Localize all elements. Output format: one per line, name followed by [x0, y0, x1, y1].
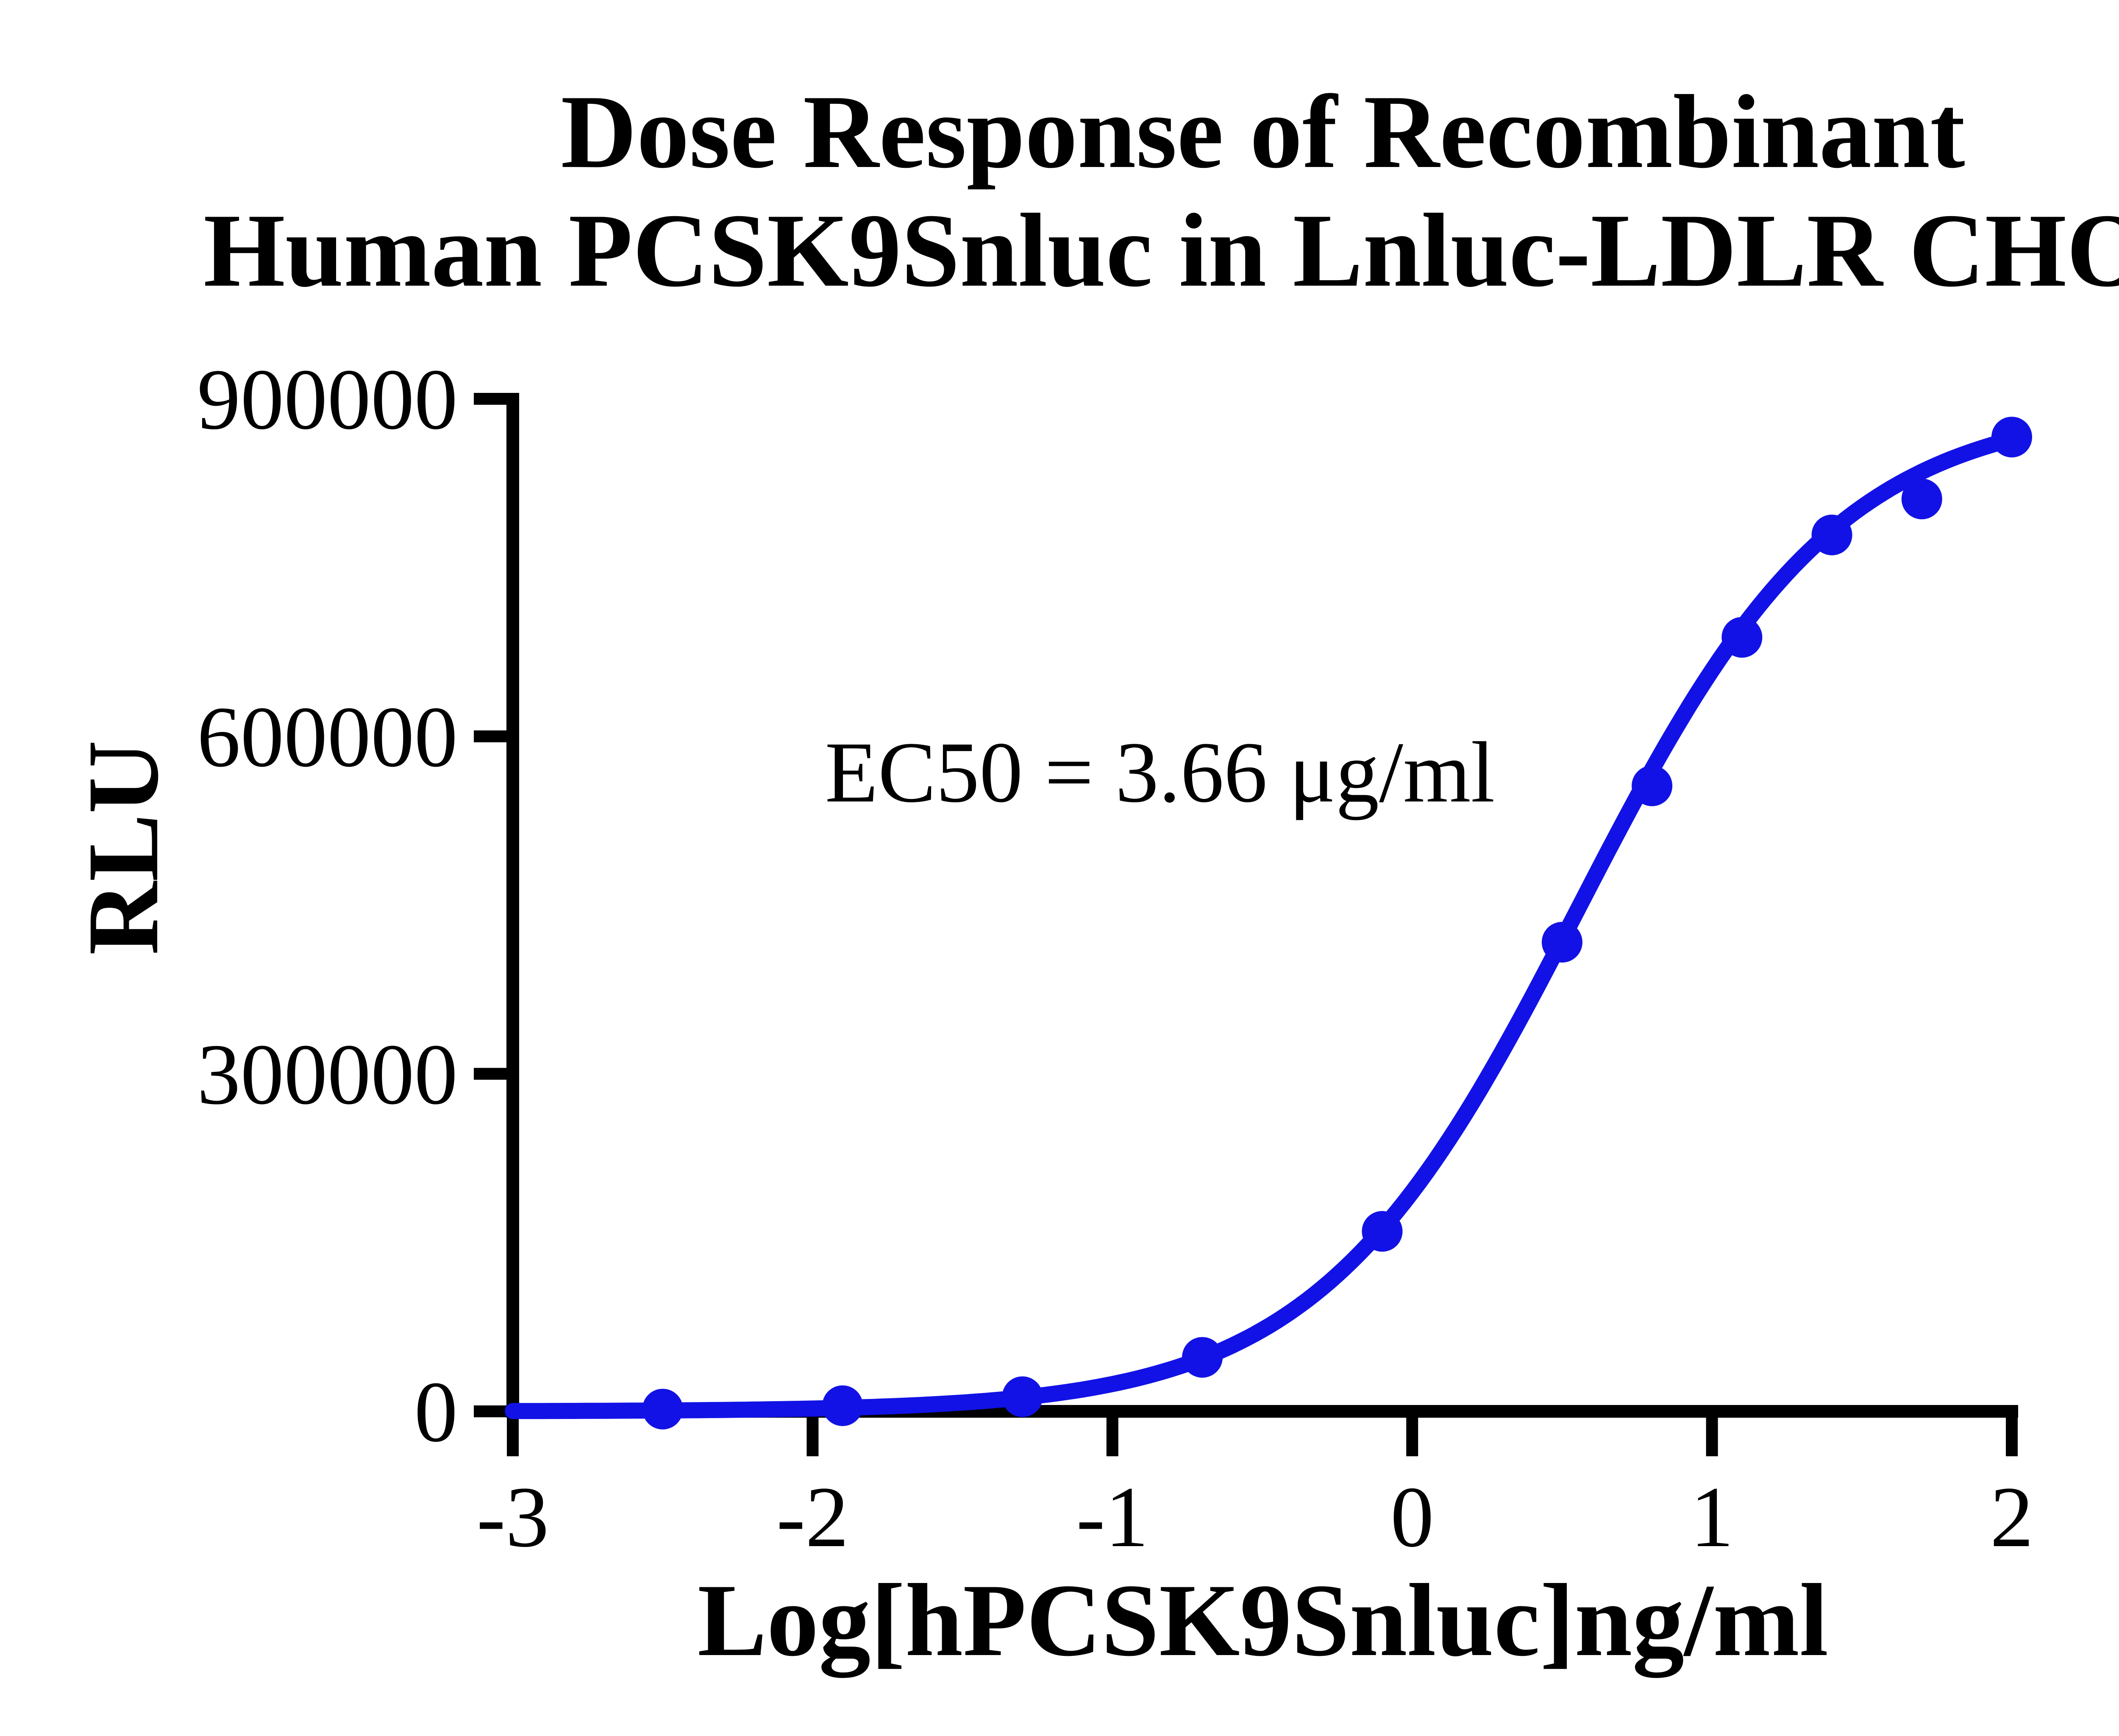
fit-curve: [505, 431, 2020, 1419]
y-tick-label: 600000: [197, 689, 458, 785]
data-point: [1991, 417, 2032, 458]
y-tick-label: 900000: [197, 351, 458, 448]
x-tick-label: 0: [1390, 1469, 1434, 1565]
data-point: [1811, 515, 1852, 556]
data-point: [1721, 617, 1763, 658]
x-tick-label: 2: [1990, 1469, 2034, 1565]
ec50-annotation: EC50 = 3.66 μg/ml: [825, 724, 1495, 821]
data-point: [822, 1385, 863, 1426]
y-axis-title: RLU: [67, 740, 179, 955]
data-point: [1362, 1211, 1403, 1252]
y-tick-label: 300000: [197, 1027, 458, 1123]
chart-title-line-1: Dose Response of Recombinant: [561, 73, 1965, 190]
data-point: [1632, 765, 1673, 807]
data-point: [1002, 1376, 1043, 1417]
chart-title-line-2: Human PCSK9Snluc in Lnluc-LDLR CHO（C10）: [203, 192, 2119, 309]
x-tick-label: -2: [776, 1469, 849, 1565]
x-tick-label: 1: [1690, 1469, 1734, 1565]
data-point: [1182, 1337, 1223, 1378]
x-axis-title: Log[hPCSK9Snluc]ng/ml: [697, 1563, 1829, 1678]
data-point: [642, 1388, 683, 1430]
x-tick-label: -3: [477, 1469, 549, 1565]
y-tick-label: 0: [414, 1364, 458, 1460]
data-point: [1541, 922, 1582, 963]
x-tick-label: -1: [1076, 1469, 1148, 1565]
data-point: [1901, 479, 1942, 520]
